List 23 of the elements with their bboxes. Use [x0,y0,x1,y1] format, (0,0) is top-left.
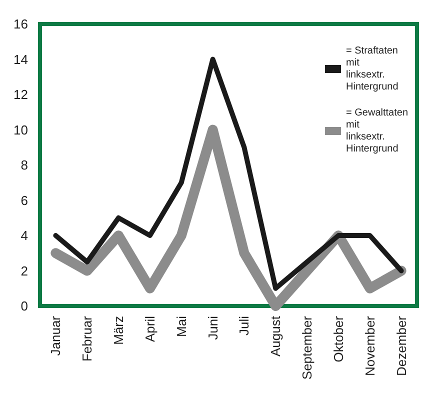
x-tick-label: März [111,316,126,345]
legend-label: = Straftaten mit linksextr. Hintergrund [346,46,398,92]
x-tick-label: September [300,315,315,380]
y-tick-label: 0 [20,298,28,314]
y-tick-label: 14 [14,52,28,67]
x-tick-label: Oktober [330,315,346,362]
y-tick-label: 16 [14,16,28,32]
x-tick-label: November [362,315,378,376]
x-tick-label: Juni [205,316,220,340]
y-tick-label: 6 [20,192,28,208]
x-tick-label: Mai [174,316,189,337]
x-tick-label: August [268,316,284,356]
y-tick-label: 2 [20,263,28,278]
x-tick-label: Juli [236,316,252,336]
y-tick-label: 12 [14,87,28,102]
legend-label: = Gewalttaten mit linksextr. Hintergrund [346,108,408,154]
y-tick-label: 8 [20,158,28,172]
x-tick-label: April [142,316,158,342]
x-tick-label: Dezember [394,315,409,376]
y-tick-label: 4 [20,228,28,243]
x-tick-label: Februar [80,315,95,362]
x-tick-label: Januar [48,315,64,356]
y-tick-label: 10 [14,122,28,138]
